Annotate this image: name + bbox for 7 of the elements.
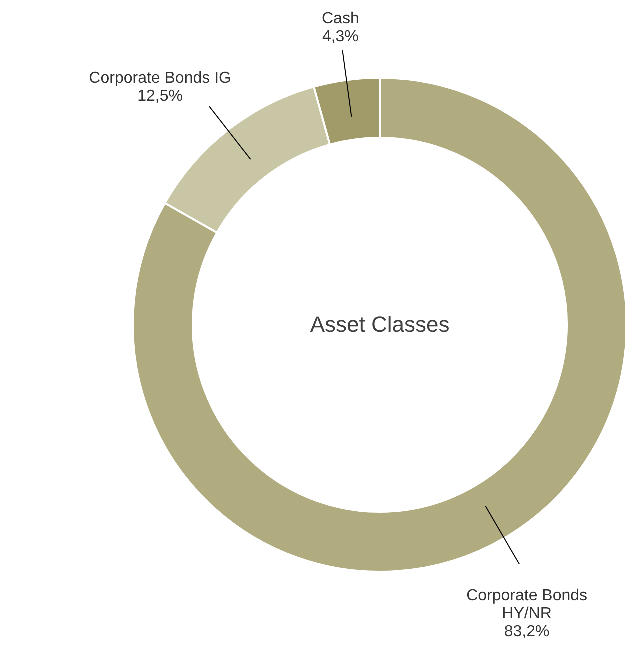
data-label: 83,2%	[504, 623, 550, 640]
data-label: 12,5%	[138, 88, 183, 105]
slice-label: Cash	[322, 10, 360, 28]
text: Asset Classes	[310, 312, 450, 337]
slice-label: Corporate Bonds HY/NR	[466, 587, 588, 622]
data-label: 4,3%	[322, 28, 359, 46]
slice-label: Corporate Bonds IG	[89, 70, 232, 87]
